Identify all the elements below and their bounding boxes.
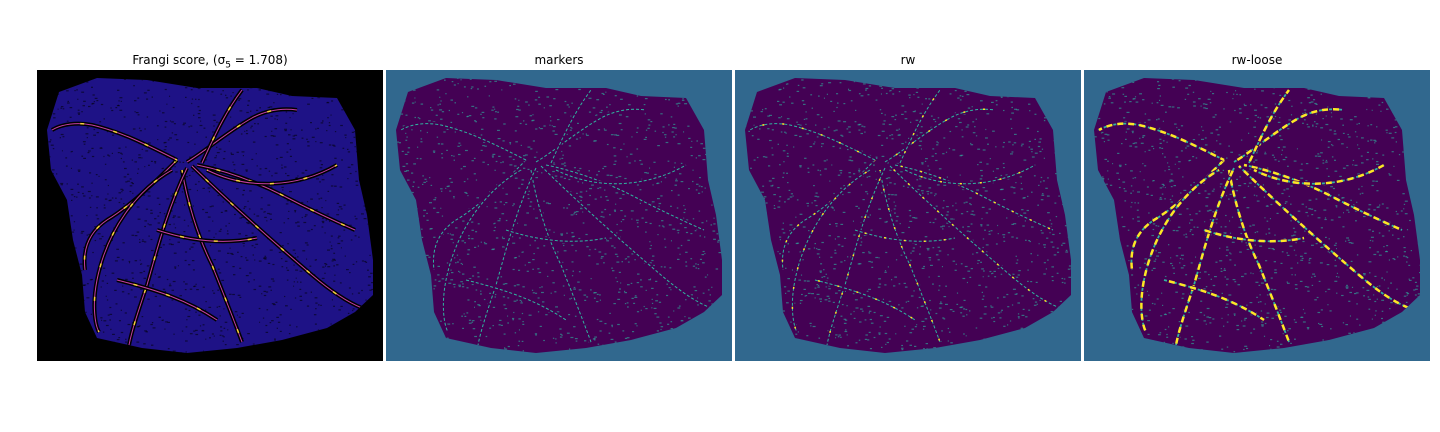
frangi-title-text: Frangi score, (σ: [132, 53, 226, 67]
panel-title-markers: markers: [534, 53, 584, 67]
panel-title-frangi: Frangi score, (σ5 = 1.708): [37, 52, 383, 71]
frangi-score-image: [37, 70, 383, 361]
frangi-title-subscript: 5: [225, 60, 231, 71]
panel-markers-image: [386, 70, 732, 361]
markers-image: [386, 70, 732, 361]
panel-title-rw-loose: rw-loose: [1231, 53, 1283, 67]
frangi-title-tail: = 1.708): [230, 53, 288, 67]
panel-frangi-image: [37, 70, 383, 361]
panel-rw-image: [735, 70, 1081, 361]
panel-rw-loose-image: [1084, 70, 1430, 361]
panel-title-rw: rw: [900, 53, 916, 67]
rw-loose-image: [1084, 70, 1430, 361]
rw-image: [735, 70, 1081, 361]
